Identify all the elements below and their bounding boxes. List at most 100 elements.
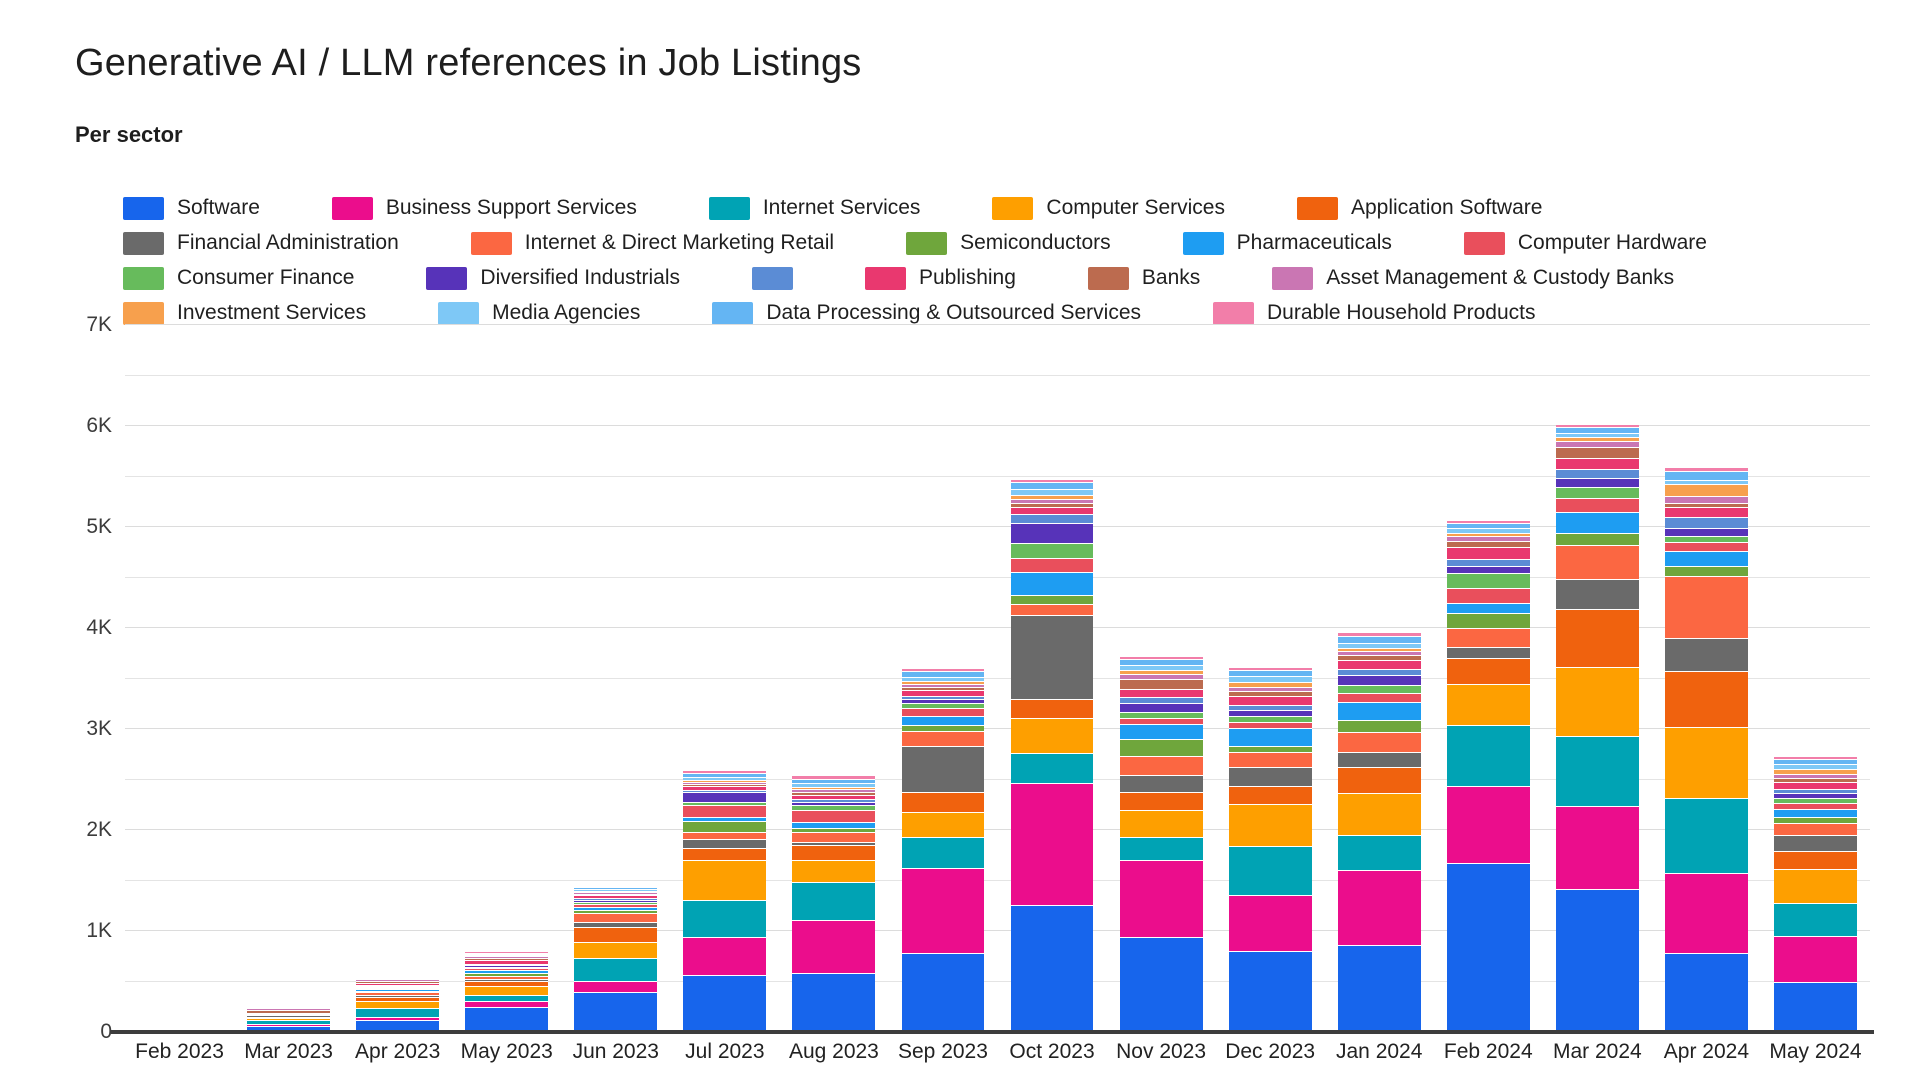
bar-segment[interactable] [1774, 802, 1857, 809]
bar-segment[interactable] [465, 968, 549, 971]
bar-segment[interactable] [1119, 791, 1203, 810]
bar-segment[interactable] [356, 987, 440, 989]
bar-segment[interactable] [1664, 479, 1748, 484]
legend-item[interactable]: Banks [1087, 266, 1200, 290]
bar-segment[interactable] [1446, 724, 1530, 786]
bar-segment[interactable] [1228, 722, 1312, 729]
bar-segment[interactable] [1446, 863, 1530, 1032]
bar-segment[interactable] [1228, 951, 1312, 1032]
bar-segment[interactable] [792, 919, 876, 974]
bar-segment[interactable] [1010, 717, 1094, 754]
bar-segment[interactable] [1555, 447, 1639, 459]
bar-segment[interactable] [356, 1007, 440, 1017]
bar-segment[interactable] [683, 781, 767, 784]
bar-segment[interactable] [1010, 698, 1094, 718]
bar-segment[interactable] [1010, 502, 1094, 507]
bar-segment[interactable] [1228, 728, 1312, 747]
bar-segment[interactable] [683, 791, 767, 802]
bar-segment[interactable] [1119, 669, 1203, 674]
bar-segment[interactable] [247, 1013, 331, 1015]
bar-segment[interactable] [1664, 502, 1748, 507]
bar-segment[interactable] [1446, 658, 1530, 684]
bar-segment[interactable] [1555, 888, 1639, 1032]
bar-segment[interactable] [574, 903, 658, 907]
legend-item[interactable]: Internet Services [708, 196, 920, 220]
bar-segment[interactable] [1010, 523, 1094, 544]
bar-segment[interactable] [465, 956, 549, 959]
bar-segment[interactable] [1119, 702, 1203, 712]
bar-segment[interactable] [792, 804, 876, 810]
bar-segment[interactable] [247, 1014, 331, 1017]
bar-segment[interactable] [465, 965, 549, 968]
bar-segment[interactable] [1774, 936, 1857, 982]
bar-segment[interactable] [1664, 873, 1748, 954]
bar-segment[interactable] [138, 1028, 221, 1029]
bar-segment[interactable] [1119, 809, 1203, 838]
bar-segment[interactable] [1119, 756, 1203, 775]
bar-segment[interactable] [1774, 808, 1857, 817]
bar-segment[interactable] [1119, 656, 1203, 660]
bar-segment[interactable] [1774, 869, 1857, 903]
bar-segment[interactable] [356, 1016, 440, 1020]
bar-segment[interactable] [356, 976, 440, 978]
bar-segment[interactable] [901, 680, 985, 684]
bar-segment[interactable] [683, 816, 767, 821]
bar-segment[interactable] [1337, 684, 1421, 693]
bar-segment[interactable] [792, 822, 876, 829]
bar-segment[interactable] [356, 996, 440, 1001]
bar-segment[interactable] [792, 786, 876, 789]
legend-item[interactable]: Media Agencies [438, 301, 640, 325]
bar-segment[interactable] [1228, 746, 1312, 753]
bar-segment[interactable] [1774, 797, 1857, 803]
bar-segment[interactable] [1010, 594, 1094, 604]
bar-segment[interactable] [792, 778, 876, 783]
bar-segment[interactable] [683, 785, 767, 790]
bar-segment[interactable] [1119, 711, 1203, 718]
bar-segment[interactable] [1446, 683, 1530, 725]
bar-segment[interactable] [574, 958, 658, 981]
bar-segment[interactable] [683, 832, 767, 840]
bar-segment[interactable] [1555, 608, 1639, 668]
bar-segment[interactable] [1664, 466, 1748, 471]
bar-segment[interactable] [1446, 587, 1530, 603]
bar-segment[interactable] [574, 906, 658, 910]
bar-segment[interactable] [901, 811, 985, 838]
bar-segment[interactable] [1337, 648, 1421, 652]
bar-segment[interactable] [1555, 736, 1639, 806]
bar-segment[interactable] [574, 894, 658, 898]
bar-segment[interactable] [1446, 572, 1530, 588]
bar-segment[interactable] [1228, 666, 1312, 670]
bar-segment[interactable] [1664, 575, 1748, 639]
bar-segment[interactable] [901, 667, 985, 671]
bar-segment[interactable] [574, 891, 658, 894]
bar-segment[interactable] [1774, 902, 1857, 937]
bar-segment[interactable] [1228, 704, 1312, 710]
bar-segment[interactable] [901, 868, 985, 954]
bar-segment[interactable] [901, 837, 985, 869]
bar-segment[interactable] [1119, 678, 1203, 689]
bar-segment[interactable] [683, 820, 767, 833]
bar-segment[interactable] [1010, 603, 1094, 615]
bar-segment[interactable] [356, 975, 440, 977]
legend-item[interactable]: Software [123, 196, 260, 220]
bar-segment[interactable] [465, 994, 549, 1001]
bar-segment[interactable] [247, 1025, 331, 1032]
legend-item[interactable]: Consumer Finance [123, 266, 354, 290]
bar-segment[interactable] [1010, 481, 1094, 489]
bar-segment[interactable] [465, 951, 549, 954]
bar-segment[interactable] [574, 991, 658, 1032]
bar-segment[interactable] [1555, 468, 1639, 478]
bar-segment[interactable] [1337, 660, 1421, 669]
bar-segment[interactable] [1555, 433, 1639, 438]
bar-segment[interactable] [1446, 523, 1530, 529]
bar-segment[interactable] [1228, 752, 1312, 768]
bar-segment[interactable] [574, 886, 658, 889]
bar-segment[interactable] [1119, 739, 1203, 757]
bar-segment[interactable] [1446, 559, 1530, 567]
bar-segment[interactable] [1555, 441, 1639, 448]
bar-segment[interactable] [1664, 566, 1748, 576]
bar-segment[interactable] [1774, 764, 1857, 769]
bar-segment[interactable] [1774, 759, 1857, 765]
bar-segment[interactable] [574, 885, 658, 887]
bar-segment[interactable] [1774, 781, 1857, 789]
